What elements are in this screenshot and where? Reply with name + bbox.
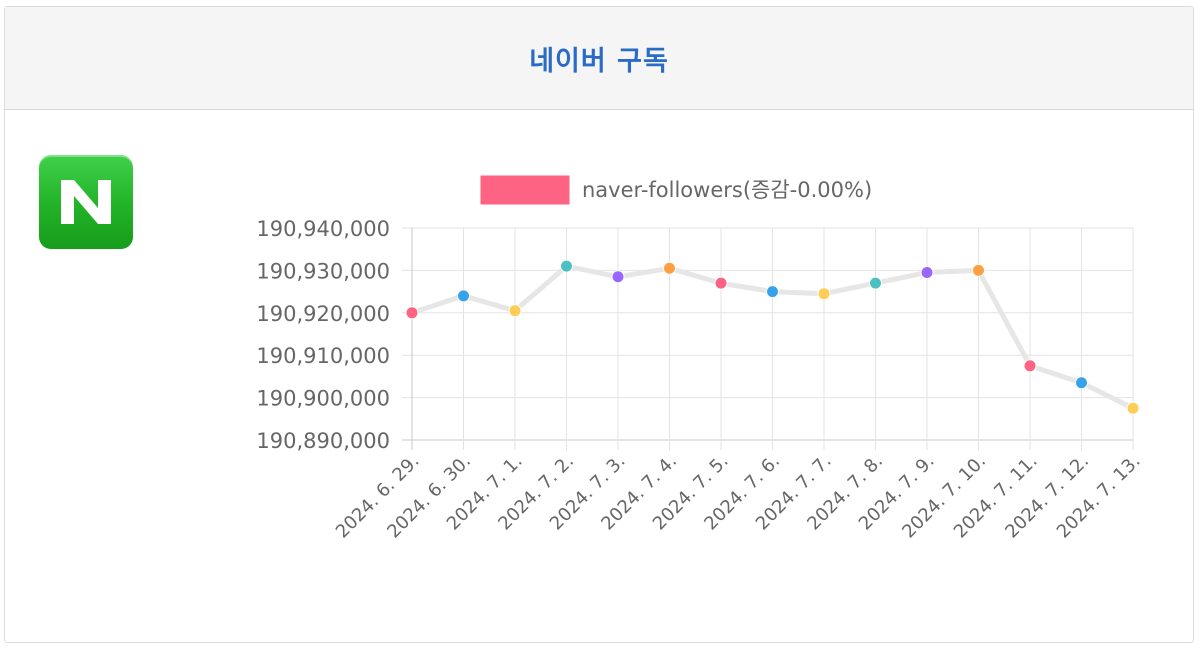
- data-point: [611, 270, 625, 284]
- data-point: [405, 306, 419, 320]
- data-points: [405, 259, 1140, 415]
- y-tick-label: 190,930,000: [256, 259, 390, 283]
- y-tick-label: 190,910,000: [256, 344, 390, 368]
- data-point: [869, 276, 882, 290]
- chart-legend: naver-followers(증감-0.00%): [480, 175, 872, 205]
- y-tick-label: 190,920,000: [256, 302, 390, 326]
- data-point: [920, 266, 934, 280]
- data-point: [663, 261, 676, 275]
- y-tick-label: 190,940,000: [256, 217, 390, 241]
- card-header: 네이버 구독: [5, 7, 1193, 110]
- y-tick-label: 190,890,000: [256, 429, 390, 453]
- data-point: [457, 289, 470, 303]
- card-title: 네이버 구독: [529, 45, 669, 77]
- naver-n-logo-icon: [39, 155, 133, 249]
- data-point: [1023, 359, 1037, 373]
- y-axis-labels: 190,940,000 190,930,000 190,920,000 190,910…: [256, 217, 390, 453]
- x-axis-labels: 2024. 6. 29.2024. 6. 30.2024. 7. 1.2024.…: [332, 451, 1145, 543]
- subscription-card: 네이버 구독: [4, 6, 1194, 643]
- data-point: [766, 285, 779, 299]
- chart-grid: [402, 227, 1134, 450]
- data-point: [560, 259, 573, 273]
- data-point: [817, 287, 831, 301]
- y-tick-label: 190,900,000: [256, 387, 390, 411]
- data-point: [714, 276, 728, 290]
- legend-label: naver-followers(증감-0.00%): [582, 178, 872, 202]
- data-point: [1126, 401, 1140, 415]
- legend-swatch: [480, 175, 570, 205]
- data-point: [972, 263, 985, 277]
- data-point: [508, 304, 522, 318]
- data-point: [1075, 376, 1088, 390]
